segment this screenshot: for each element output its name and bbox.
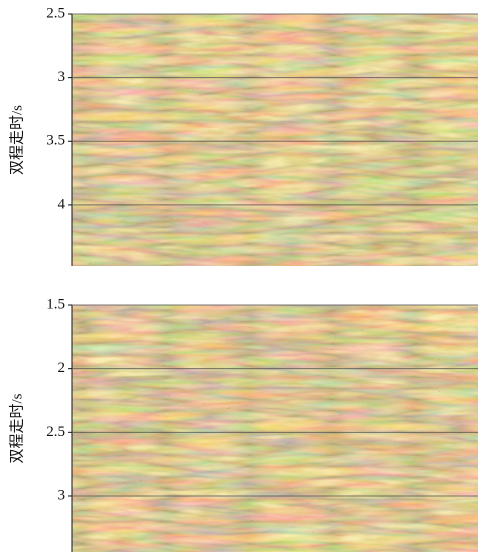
seismic-reflectors [72,14,478,266]
y-axis-label: 双程走时/s [8,393,25,463]
seismic-panel [72,14,478,266]
y-tick-label: 3 [58,487,66,503]
y-axis-label: 双程走时/s [8,105,25,175]
y-tick-label: 3 [58,69,66,85]
seismic-panel [72,305,478,552]
y-tick-label: 4 [58,196,66,212]
y-tick-label: 2.5 [46,5,65,21]
y-tick-label: 2 [58,360,66,376]
seismic-reflectors [72,305,478,552]
y-tick-label: 1.5 [46,296,65,312]
y-tick-label: 3.5 [46,133,65,149]
y-tick-label: 2.5 [46,424,65,440]
